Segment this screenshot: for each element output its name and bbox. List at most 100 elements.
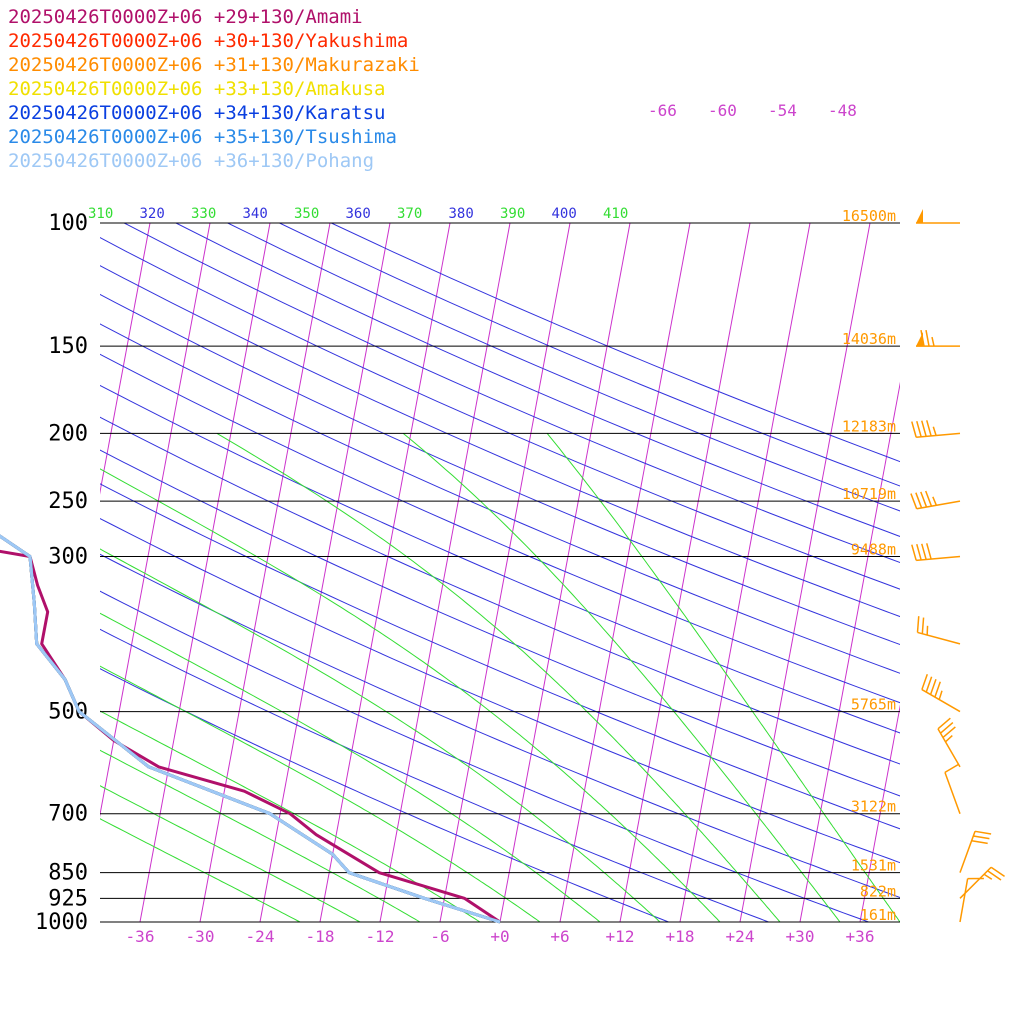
height-label: 1531m: [851, 857, 896, 875]
isotherm-line: [739, 223, 871, 922]
isotherm-line: [100, 223, 151, 495]
theta-label: 410: [603, 206, 628, 222]
isotherm-line: [199, 223, 331, 922]
pressure-label: 850: [48, 861, 88, 886]
x-tick-label: +0: [490, 927, 509, 946]
temperature-series-line: [0, 534, 501, 924]
x-tick-label: -24: [246, 927, 275, 946]
dry-adiabat-line: [331, 223, 900, 463]
height-label: 10719m: [842, 485, 896, 503]
dry-adiabat-line: [100, 293, 900, 646]
height-label: 14036m: [842, 330, 896, 348]
isotherm-line: [259, 223, 391, 922]
theta-label: 350: [294, 206, 319, 222]
moist-adiabat-line: [216, 432, 781, 922]
legend-entry: 20250426T0000Z+06 +36+130/Pohang: [8, 150, 375, 172]
pressure-label: 250: [48, 489, 88, 514]
isotherm-line: [859, 704, 900, 922]
dry-adiabat-line: [100, 416, 900, 765]
wind-barb: [916, 329, 960, 347]
wind-barb: [921, 673, 961, 713]
moist-adiabat-line: [100, 665, 541, 922]
legend-entry: 20250426T0000Z+06 +34+130/Karatsu: [8, 102, 386, 124]
isotherm-label: -66: [648, 101, 677, 120]
dry-adiabat-line: [100, 517, 900, 864]
dry-adiabat-line: [279, 223, 900, 487]
isotherm-line: [559, 223, 691, 922]
dry-adiabat-line: [100, 353, 900, 704]
isotherm-line: [679, 223, 811, 922]
x-tick-label: -6: [430, 927, 449, 946]
temperature-series-line: [0, 549, 501, 924]
pressure-label: 150: [48, 334, 88, 359]
isotherm-line: [379, 223, 511, 922]
height-label: 16500m: [842, 207, 896, 225]
height-label: 161m: [860, 906, 896, 924]
theta-label: 360: [346, 206, 371, 222]
pressure-label: 300: [48, 545, 88, 570]
theta-label: 380: [449, 206, 474, 222]
isotherm-label: -48: [828, 101, 857, 120]
wind-barbs: [910, 209, 1005, 923]
dry-adiabat-line: [227, 223, 900, 512]
dry-adiabat-line: [100, 237, 900, 590]
x-tick-label: -36: [126, 927, 155, 946]
x-tick-label: -18: [306, 927, 335, 946]
pressure-label: 700: [48, 802, 88, 827]
theta-label: 400: [552, 206, 577, 222]
dry-adiabat-line: [100, 323, 900, 674]
x-tick-label: +6: [550, 927, 569, 946]
theta-label: 310: [88, 206, 113, 222]
wind-barb: [959, 830, 992, 873]
x-tick-label: -12: [366, 927, 395, 946]
x-tick-label: +24: [726, 927, 755, 946]
dry-adiabat-line: [175, 223, 900, 537]
height-label: 9488m: [851, 541, 896, 559]
profiles: [0, 534, 501, 924]
wind-barb: [937, 717, 961, 768]
legend-entry: 20250426T0000Z+06 +35+130/Tsushima: [8, 126, 397, 148]
wind-barb: [910, 490, 961, 510]
moist-adiabat-line: [100, 710, 481, 922]
height-label: 3122m: [851, 798, 896, 816]
moist-adiabat-line: [100, 749, 421, 922]
x-tick-label: +18: [666, 927, 695, 946]
moist-adiabat-line: [100, 548, 661, 922]
legend-entry: 20250426T0000Z+06 +33+130/Amakusa: [8, 78, 386, 100]
isotherm-label: -60: [708, 101, 737, 120]
isotherm-line: [319, 223, 451, 922]
theta-label: 390: [500, 206, 525, 222]
isotherm-line: [139, 223, 271, 922]
wind-barb: [959, 877, 984, 923]
wind-barb: [944, 763, 961, 814]
moist-adiabat-line: [100, 785, 361, 922]
height-label: 5765m: [851, 696, 896, 714]
dry-adiabat-line: [100, 265, 900, 618]
chart-legend: 20250426T0000Z+06 +29+130/Amami 20250426T…: [8, 5, 420, 173]
pressure-label: 925: [48, 886, 88, 911]
dry-adiabat-line: [100, 384, 900, 734]
theta-label: 340: [243, 206, 268, 222]
isotherm-line: [619, 223, 751, 922]
theta-label: 320: [140, 206, 165, 222]
x-tick-label: +12: [606, 927, 635, 946]
moist-adiabat-line: [402, 433, 841, 922]
theta-label: 330: [191, 206, 216, 222]
legend-entry: 20250426T0000Z+06 +30+130/Yakushima: [8, 30, 409, 52]
pressure-label: 200: [48, 421, 88, 446]
wind-barb: [911, 420, 961, 439]
legend-entry: 20250426T0000Z+06 +29+130/Amami: [8, 6, 363, 28]
legend-entry: 20250426T0000Z+06 +31+130/Makurazaki: [8, 54, 420, 76]
x-tick-label: -30: [186, 927, 215, 946]
background-grid: [100, 223, 1024, 922]
moist-adiabat-line: [100, 818, 301, 922]
isotherm-label: -54: [768, 101, 797, 120]
dry-adiabat-line: [123, 223, 900, 564]
moist-adiabat-line: [100, 468, 721, 922]
isotherm-line: [920, 223, 1024, 922]
moist-adiabat-line: [546, 433, 900, 922]
x-tick-label: +30: [786, 927, 815, 946]
theta-label: 370: [397, 206, 422, 222]
isotherm-line: [100, 223, 211, 818]
